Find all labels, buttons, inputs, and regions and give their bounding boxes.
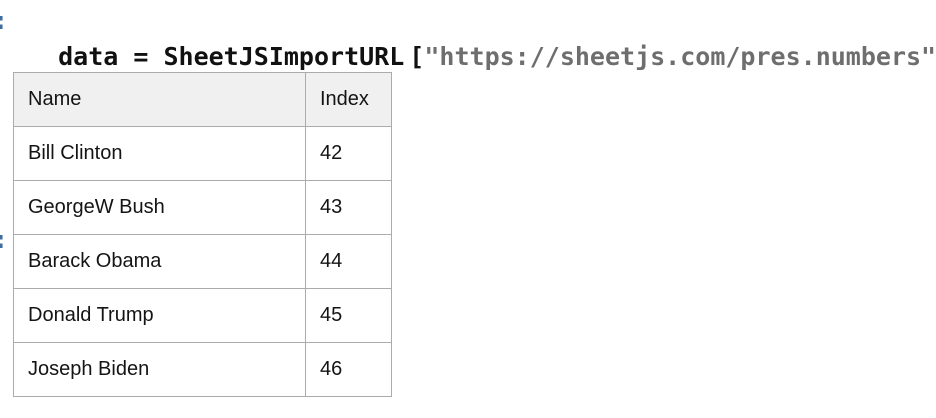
code-url-string: "https://sheetjs.com/pres.numbers"	[424, 42, 936, 71]
cell-index: 42	[305, 126, 392, 181]
input-prompt: :	[0, 4, 4, 38]
code-cell[interactable]: data = SheetJSImportURL ["https://sheetjs…	[28, 6, 936, 74]
table-row: Donald Trump 45	[13, 288, 392, 343]
output-prompt-colon: :	[0, 223, 4, 257]
table-row: Barack Obama 44	[13, 234, 392, 289]
cell-index: 46	[305, 342, 392, 397]
table-row: Joseph Biden 46	[13, 342, 392, 397]
code-open-bracket: [	[409, 42, 425, 71]
output-table: Name Index Bill Clinton 42 GeorgeW Bush …	[13, 72, 392, 397]
input-prompt-colon: :	[0, 4, 4, 38]
cell-name: GeorgeW Bush	[13, 180, 306, 235]
table-header-row: Name Index	[13, 72, 392, 127]
output-prompt: :	[0, 223, 4, 257]
cell-index: 45	[305, 288, 392, 343]
header-cell-index: Index	[305, 72, 392, 127]
cell-name: Joseph Biden	[13, 342, 306, 397]
cell-name: Bill Clinton	[13, 126, 306, 181]
cell-index: 43	[305, 180, 392, 235]
cell-index: 44	[305, 234, 392, 289]
table-row: Bill Clinton 42	[13, 126, 392, 181]
cell-name: Barack Obama	[13, 234, 306, 289]
code-assignment: data = SheetJSImportURL	[58, 42, 405, 71]
cell-name: Donald Trump	[13, 288, 306, 343]
header-cell-name: Name	[13, 72, 306, 127]
table-row: GeorgeW Bush 43	[13, 180, 392, 235]
